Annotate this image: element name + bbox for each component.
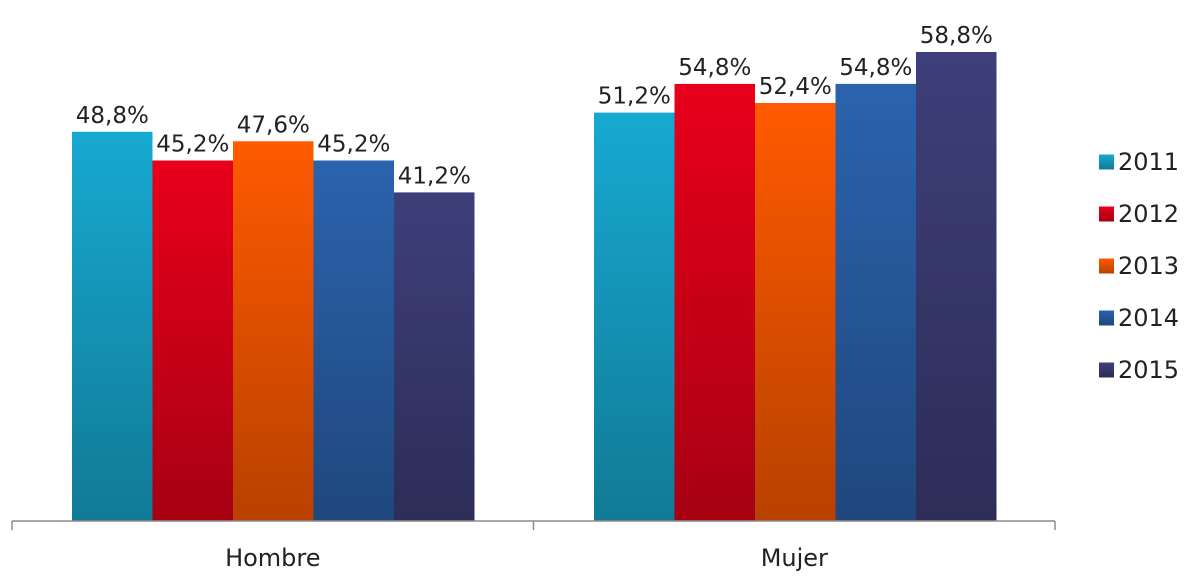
data-label-mujer-2012: 54,8%: [678, 55, 751, 81]
legend: 2011 2012 2013 2014 2015: [1099, 148, 1179, 384]
data-labels-layer: 48,8% 45,2% 47,6% 45,2% 41,2% 51,2% 54,8% 52,4%…: [76, 23, 993, 189]
bar-mujer-2012: [674, 83, 755, 522]
data-label-mujer-2014: 54,8%: [839, 55, 912, 81]
legend-item-2014: 2014: [1099, 304, 1179, 332]
bar-mujer-2015: [916, 52, 997, 521]
data-label-hombre-2011: 48,8%: [76, 103, 149, 129]
bars-layer: [72, 52, 997, 522]
legend-item-2015: 2015: [1099, 356, 1179, 384]
legend-swatch-2011: [1099, 154, 1114, 170]
legend-label-2014: 2014: [1118, 304, 1179, 332]
legend-label-2012: 2012: [1118, 200, 1179, 228]
x-tick-label-hombre: Hombre: [225, 544, 320, 572]
bar-hombre-2015: [394, 192, 475, 521]
bar-hombre-2011: [72, 131, 153, 522]
data-label-hombre-2014: 45,2%: [317, 132, 390, 158]
x-tick-label-mujer: Mujer: [761, 544, 828, 572]
data-label-mujer-2011: 51,2%: [598, 84, 671, 110]
legend-label-2013: 2013: [1118, 252, 1179, 280]
bar-mujer-2013: [755, 103, 836, 521]
legend-item-2011: 2011: [1099, 148, 1179, 176]
data-label-mujer-2015: 58,8%: [920, 23, 993, 49]
bar-hombre-2013: [233, 141, 314, 522]
data-label-mujer-2013: 52,4%: [759, 74, 832, 100]
legend-label-2015: 2015: [1118, 356, 1179, 384]
data-label-hombre-2013: 47,6%: [237, 112, 310, 138]
bar-mujer-2014: [835, 83, 916, 522]
legend-swatch-2012: [1099, 206, 1114, 222]
bar-hombre-2014: [313, 160, 394, 521]
data-label-hombre-2015: 41,2%: [398, 163, 471, 189]
data-label-hombre-2012: 45,2%: [156, 132, 229, 158]
legend-swatch-2014: [1099, 310, 1114, 326]
legend-item-2013: 2013: [1099, 252, 1179, 280]
bar-mujer-2011: [594, 112, 675, 521]
legend-swatch-2015: [1099, 362, 1114, 378]
legend-label-2011: 2011: [1118, 148, 1179, 176]
x-axis: Hombre Mujer: [11, 520, 1056, 572]
bar-hombre-2012: [152, 160, 233, 521]
legend-swatch-2013: [1099, 258, 1114, 274]
legend-item-2012: 2012: [1099, 200, 1179, 228]
